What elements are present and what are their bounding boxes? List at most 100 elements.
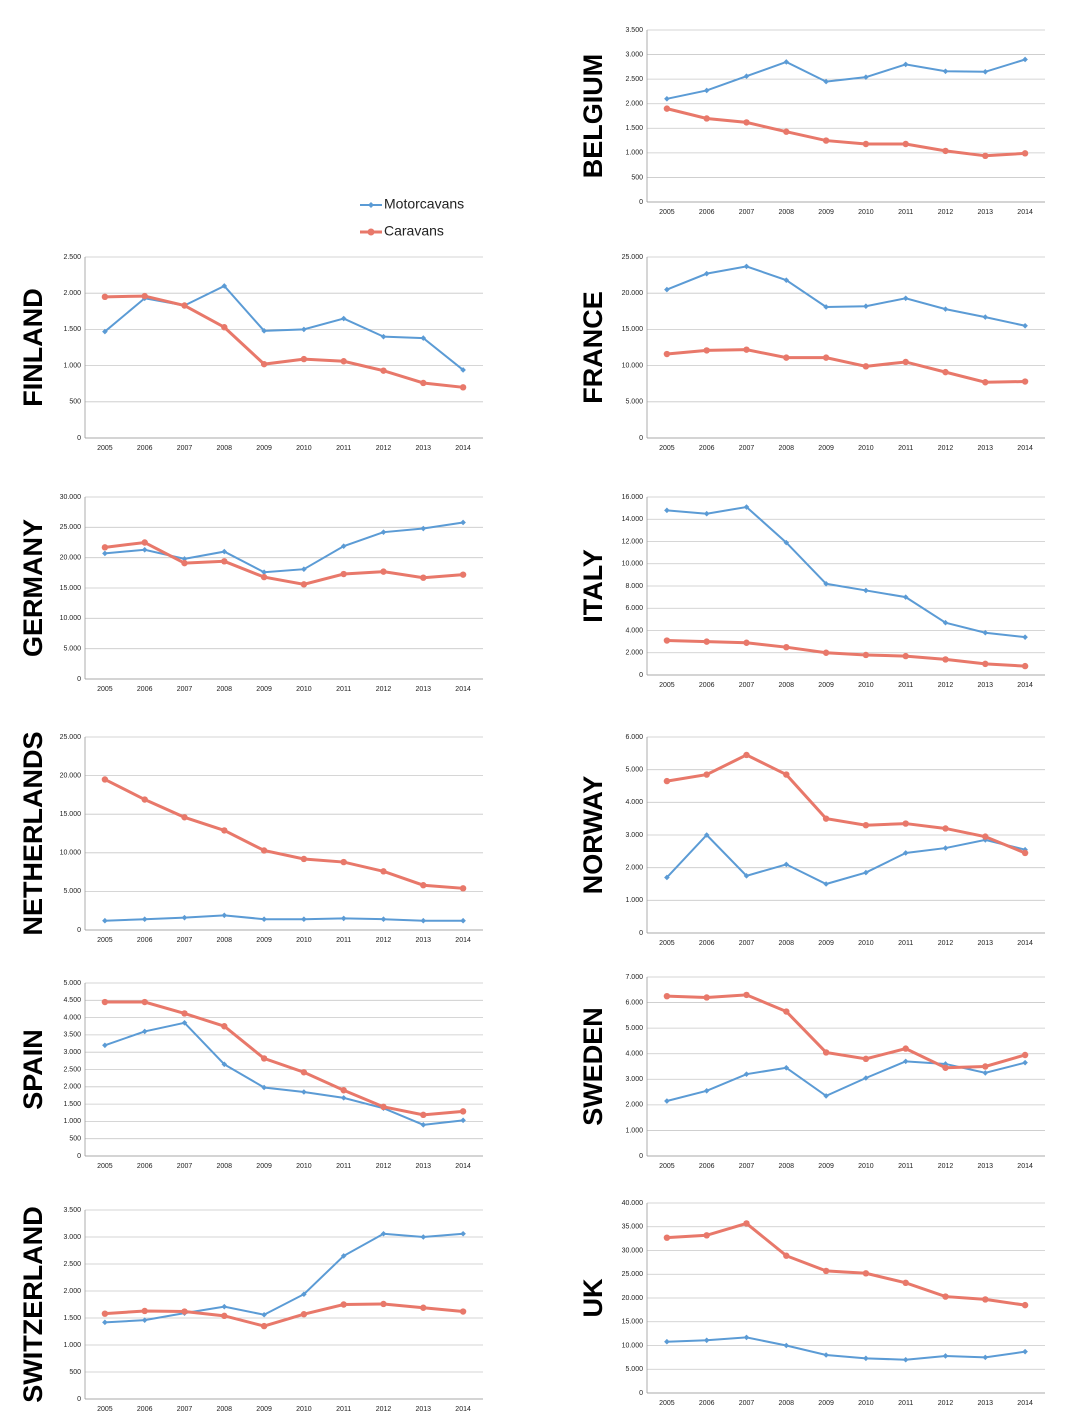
x-tick-label: 2009 [256,445,272,452]
point [822,354,830,361]
point [141,1317,148,1323]
point [102,328,108,335]
x-tick-label: 2009 [256,1163,272,1170]
chart: 0 500 1.000 1.500 2.000 2.500 2005 2006 2007 2008… [18,254,483,452]
point [942,368,949,376]
chart: 0 1.000 2.000 3.000 4.000 5.000 6.000 7.000 2005… [578,974,1045,1170]
x-tick-label: 2010 [858,940,874,947]
point [181,556,188,562]
y-tick-label: 5.000 [63,980,81,987]
point [181,1010,188,1017]
x-tick-label: 2008 [217,445,233,452]
point [822,137,830,144]
point [460,519,466,526]
point [221,827,228,834]
y-tick-label: 3.000 [63,1234,81,1241]
x-tick-label: 2010 [296,937,312,944]
point [380,367,387,374]
x-tick-label: 2010 [858,209,874,216]
x-tick-label: 2012 [938,445,954,452]
point [221,558,228,565]
point [862,363,870,370]
point [902,61,909,68]
point [101,293,109,301]
x-tick-label: 2011 [336,1406,351,1413]
point [664,1338,670,1345]
x-tick-label: 2011 [336,1163,351,1170]
x-tick-label: 2005 [97,686,113,693]
point [340,543,347,549]
x-tick-label: 2011 [898,682,913,689]
point [340,1301,347,1308]
y-tick-label: 20.000 [60,555,82,562]
series-line [666,1221,1026,1307]
point [380,868,387,875]
point [340,1087,347,1094]
x-tick-label: 2007 [739,1163,755,1170]
y-tick-label: 30.000 [622,1247,644,1254]
x-tick-label: 2013 [978,445,994,452]
x-tick-label: 2006 [137,445,153,452]
chart: 0 5.000 10.000 15.000 20.000 25.000 30.000 35.0… [578,1200,1045,1407]
x-tick-label: 2006 [699,940,715,947]
series-line [104,521,464,574]
x-tick-label: 2011 [898,1163,913,1170]
point [380,529,387,535]
x-tick-label: 2014 [455,1406,471,1413]
point [141,916,148,922]
point [340,1095,347,1101]
point [703,270,710,277]
legend-marker [367,228,375,236]
point [743,73,750,79]
y-tick-label: 20.000 [622,290,644,297]
point [301,326,307,333]
point [141,796,148,803]
y-tick-label: 2.000 [63,290,81,297]
point [260,1322,268,1330]
point [743,346,750,353]
x-tick-label: 2005 [659,445,675,452]
y-tick-label: 2.000 [625,650,643,657]
x-tick-label: 2012 [376,445,392,452]
x-tick-label: 2011 [898,445,913,452]
point [260,573,268,581]
x-tick-label: 2008 [779,1163,795,1170]
point [942,1064,949,1071]
x-tick-label: 2013 [978,1400,994,1407]
x-tick-label: 2009 [818,1400,834,1407]
x-tick-label: 2013 [416,1163,432,1170]
series-line [666,348,1026,384]
x-tick-label: 2009 [818,209,834,216]
x-tick-label: 2006 [137,937,153,944]
y-tick-label: 6.000 [625,605,643,612]
y-tick-label: 3.000 [63,1049,81,1056]
point [300,355,308,363]
point [703,638,710,645]
y-tick-label: 3.500 [625,27,643,34]
point [181,302,188,309]
y-tick-label: 15.000 [622,326,644,333]
point [863,74,869,80]
x-tick-label: 2012 [376,686,392,693]
point [1021,150,1029,157]
x-tick-label: 2005 [97,445,113,452]
point [743,1334,750,1341]
x-tick-label: 2012 [938,940,954,947]
y-tick-label: 4.500 [63,997,81,1004]
y-tick-label: 10.000 [60,615,82,622]
point [743,639,750,646]
point [703,115,710,122]
point [221,1023,228,1030]
point [783,128,790,135]
x-tick-label: 2010 [858,682,874,689]
y-tick-label: 1.000 [63,1342,81,1349]
x-tick-label: 2009 [256,1406,272,1413]
point [823,1352,829,1358]
series-line [666,58,1026,100]
point [181,814,188,821]
point [982,152,989,160]
x-tick-label: 2012 [376,937,392,944]
y-tick-label: 3.000 [625,1076,643,1083]
chart-title: SPAIN [18,1029,48,1110]
point [743,751,750,759]
